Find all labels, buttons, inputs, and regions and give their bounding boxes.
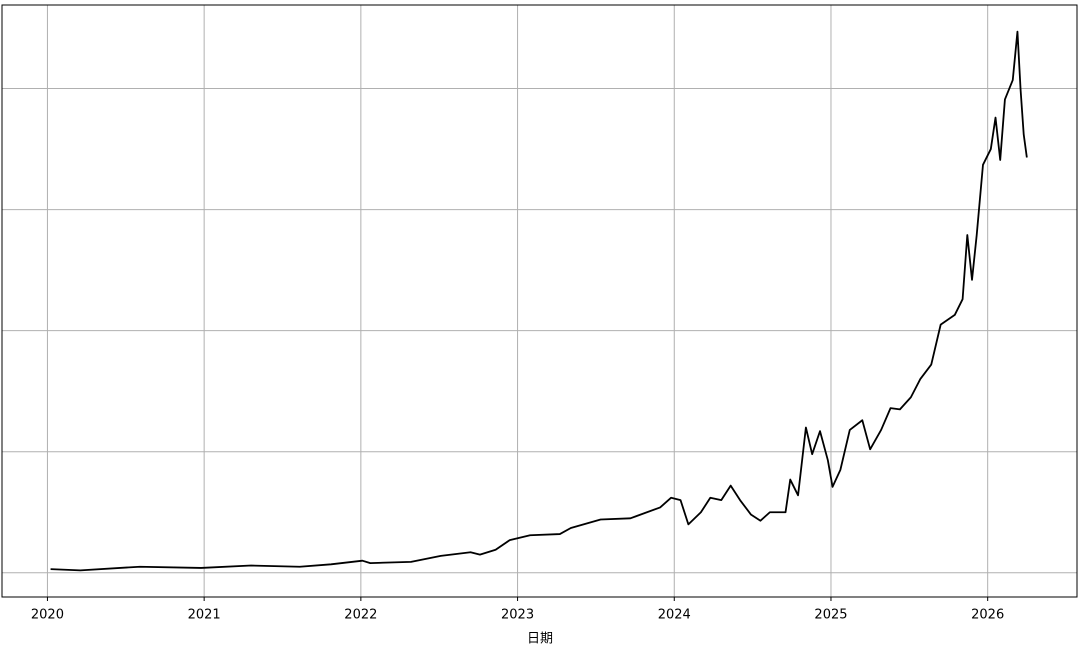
x-tick-label: 2025 (814, 608, 847, 623)
x-tick-label: 2022 (344, 608, 377, 623)
plot-frame (1, 4, 1078, 598)
x-tick-label: 2026 (971, 608, 1004, 623)
x-axis-label: 日期 (527, 632, 553, 647)
x-tick-label: 2023 (501, 608, 534, 623)
x-tick-label: 2021 (188, 608, 221, 623)
price-line (50, 30, 1028, 572)
x-tick-label: 2020 (31, 608, 64, 623)
x-tick-label: 2024 (658, 608, 691, 623)
